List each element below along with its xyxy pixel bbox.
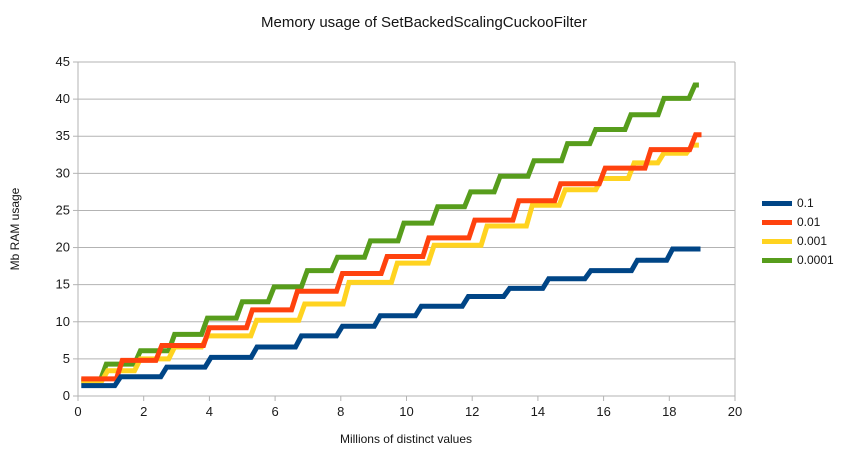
x-tick-label: 18 <box>662 404 676 419</box>
series-line-0.1 <box>81 246 701 389</box>
x-tick-label: 4 <box>206 404 213 419</box>
y-tick-label: 25 <box>56 202 70 217</box>
x-tick-label: 14 <box>531 404 545 419</box>
y-tick-label: 10 <box>56 314 70 329</box>
x-tick-label: 6 <box>271 404 278 419</box>
y-axis-title: Mb RAM usage <box>8 187 22 271</box>
legend: 0.1 0.01 0.001 0.0001 <box>762 196 834 272</box>
x-tick-label: 10 <box>399 404 413 419</box>
legend-swatch-0.001 <box>762 238 792 244</box>
y-tick-label: 30 <box>56 165 70 180</box>
y-tick-label: 40 <box>56 91 70 106</box>
x-tick-label: 12 <box>465 404 479 419</box>
legend-item-0.0001: 0.0001 <box>762 253 834 267</box>
legend-label: 0.001 <box>797 234 828 248</box>
x-axis-title: Millions of distinct values <box>339 432 473 446</box>
legend-label: 0.1 <box>797 196 814 210</box>
legend-label: 0.01 <box>797 215 821 229</box>
legend-swatch-0.01 <box>762 219 792 225</box>
y-tick-label: 45 <box>56 54 70 69</box>
legend-item-0.01: 0.01 <box>762 215 834 229</box>
x-tick-label: 0 <box>74 404 81 419</box>
legend-swatch-0.0001 <box>762 257 792 263</box>
y-tick-label: 15 <box>56 277 70 292</box>
legend-label: 0.0001 <box>797 253 834 267</box>
x-tick-label: 8 <box>337 404 344 419</box>
series-line-0.001 <box>81 142 699 384</box>
legend-item-0.001: 0.001 <box>762 234 834 248</box>
series-line-0.0001 <box>81 82 699 383</box>
x-tick-label: 20 <box>728 404 742 419</box>
x-tick-label: 16 <box>596 404 610 419</box>
legend-item-0.1: 0.1 <box>762 196 834 210</box>
series-line-0.01 <box>81 132 702 382</box>
y-tick-label: 0 <box>63 388 70 403</box>
x-tick-label: 2 <box>140 404 147 419</box>
y-tick-label: 35 <box>56 128 70 143</box>
chart-title: Memory usage of SetBackedScalingCuckooFi… <box>261 14 587 31</box>
y-tick-label: 20 <box>56 240 70 255</box>
y-tick-label: 5 <box>63 351 70 366</box>
legend-swatch-0.1 <box>762 200 792 206</box>
